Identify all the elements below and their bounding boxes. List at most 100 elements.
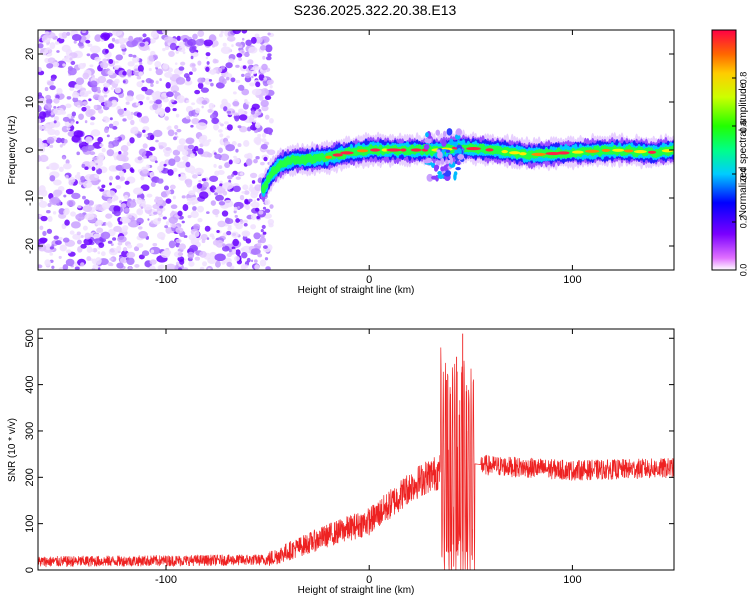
noise-blob	[67, 67, 77, 76]
noise-blob	[226, 230, 232, 236]
noise-blob	[225, 62, 233, 69]
noise-blob	[228, 248, 232, 253]
noise-blob	[38, 105, 42, 113]
noise-blob	[164, 45, 170, 51]
noise-blob	[117, 108, 125, 115]
noise-blob	[207, 257, 217, 264]
noise-blob	[51, 265, 55, 270]
noise-blob	[222, 182, 234, 190]
noise-blob	[90, 248, 94, 252]
noise-blob	[149, 79, 154, 84]
noise-blob	[140, 116, 150, 124]
noise-blob	[194, 89, 201, 95]
noise-blob	[49, 144, 54, 148]
noise-blob	[99, 238, 104, 242]
noise-blob	[139, 42, 145, 47]
disturbance-blob	[456, 161, 461, 166]
noise-blob	[152, 243, 158, 247]
noise-blob	[84, 232, 91, 240]
ridge-core	[332, 153, 343, 157]
noise-blob	[164, 106, 171, 113]
noise-blob	[196, 182, 203, 189]
noise-blob	[262, 231, 267, 235]
noise-blob	[39, 154, 49, 163]
noise-blob	[181, 220, 185, 224]
noise-blob	[207, 108, 213, 113]
noise-blob	[102, 116, 110, 123]
noise-blob	[55, 137, 62, 144]
noise-blob	[248, 198, 253, 203]
disturbance-blob	[425, 157, 432, 164]
disturbance-blob	[437, 151, 443, 159]
noise-blob	[92, 248, 98, 253]
noise-blob	[145, 36, 151, 43]
noise-blob	[235, 64, 240, 68]
noise-blob	[154, 198, 159, 203]
noise-blob	[130, 168, 135, 174]
noise-blob	[95, 257, 102, 265]
noise-blob	[117, 235, 127, 243]
noise-blob	[136, 217, 144, 225]
noise-blob	[214, 192, 218, 196]
disturbance-blob	[424, 138, 430, 144]
noise-blob	[251, 88, 262, 96]
noise-blob	[189, 153, 196, 159]
noise-blob	[192, 206, 197, 211]
noise-blob	[65, 188, 74, 195]
noise-blob	[134, 264, 140, 268]
snr-xtick-label: 100	[563, 574, 581, 586]
noise-blob	[172, 195, 176, 200]
noise-blob	[94, 34, 102, 42]
disturbance-blob	[450, 141, 457, 145]
snr-ytick-label: 500	[24, 329, 36, 347]
spectrogram-ytick-label: 0	[24, 147, 36, 153]
noise-blob	[225, 144, 236, 152]
noise-blob	[50, 112, 54, 116]
noise-blob	[197, 77, 205, 84]
noise-blob	[264, 198, 271, 206]
noise-blob	[215, 82, 225, 89]
noise-blob	[125, 101, 130, 105]
noise-blob	[198, 179, 202, 183]
noise-blob	[263, 127, 274, 135]
noise-blob	[107, 43, 115, 49]
noise-blob	[155, 68, 163, 76]
noise-blob	[71, 91, 80, 99]
noise-blob	[46, 31, 56, 39]
noise-blob	[86, 53, 91, 57]
ridge-core	[647, 150, 657, 154]
noise-blob	[123, 194, 129, 200]
noise-blob	[80, 179, 85, 183]
noise-blob	[76, 151, 80, 156]
noise-blob	[257, 253, 263, 258]
noise-blob	[98, 95, 105, 103]
snr-xtick-label: 0	[366, 574, 372, 586]
noise-blob	[122, 71, 127, 76]
noise-blob	[226, 124, 233, 131]
noise-blob	[208, 102, 215, 110]
noise-blob	[253, 259, 258, 263]
noise-blob	[219, 133, 224, 138]
noise-blob	[237, 125, 242, 129]
noise-blob	[206, 61, 210, 65]
noise-blob	[114, 78, 120, 84]
noise-blob	[168, 240, 176, 249]
noise-blob	[162, 63, 169, 70]
noise-blob	[62, 163, 72, 170]
ridge-core	[545, 151, 561, 156]
noise-blob	[250, 248, 261, 255]
noise-blob	[220, 65, 226, 70]
noise-blob	[243, 264, 249, 269]
noise-blob	[257, 134, 262, 138]
noise-blob	[128, 53, 133, 58]
noise-blob	[187, 115, 191, 120]
noise-blob	[103, 100, 113, 108]
noise-blob	[128, 35, 134, 42]
noise-blob	[157, 210, 162, 214]
noise-blob	[74, 266, 80, 270]
noise-blob	[75, 77, 85, 86]
noise-blob	[83, 238, 93, 246]
noise-blob	[113, 205, 121, 213]
noise-blob	[201, 178, 207, 182]
noise-blob	[80, 262, 85, 267]
